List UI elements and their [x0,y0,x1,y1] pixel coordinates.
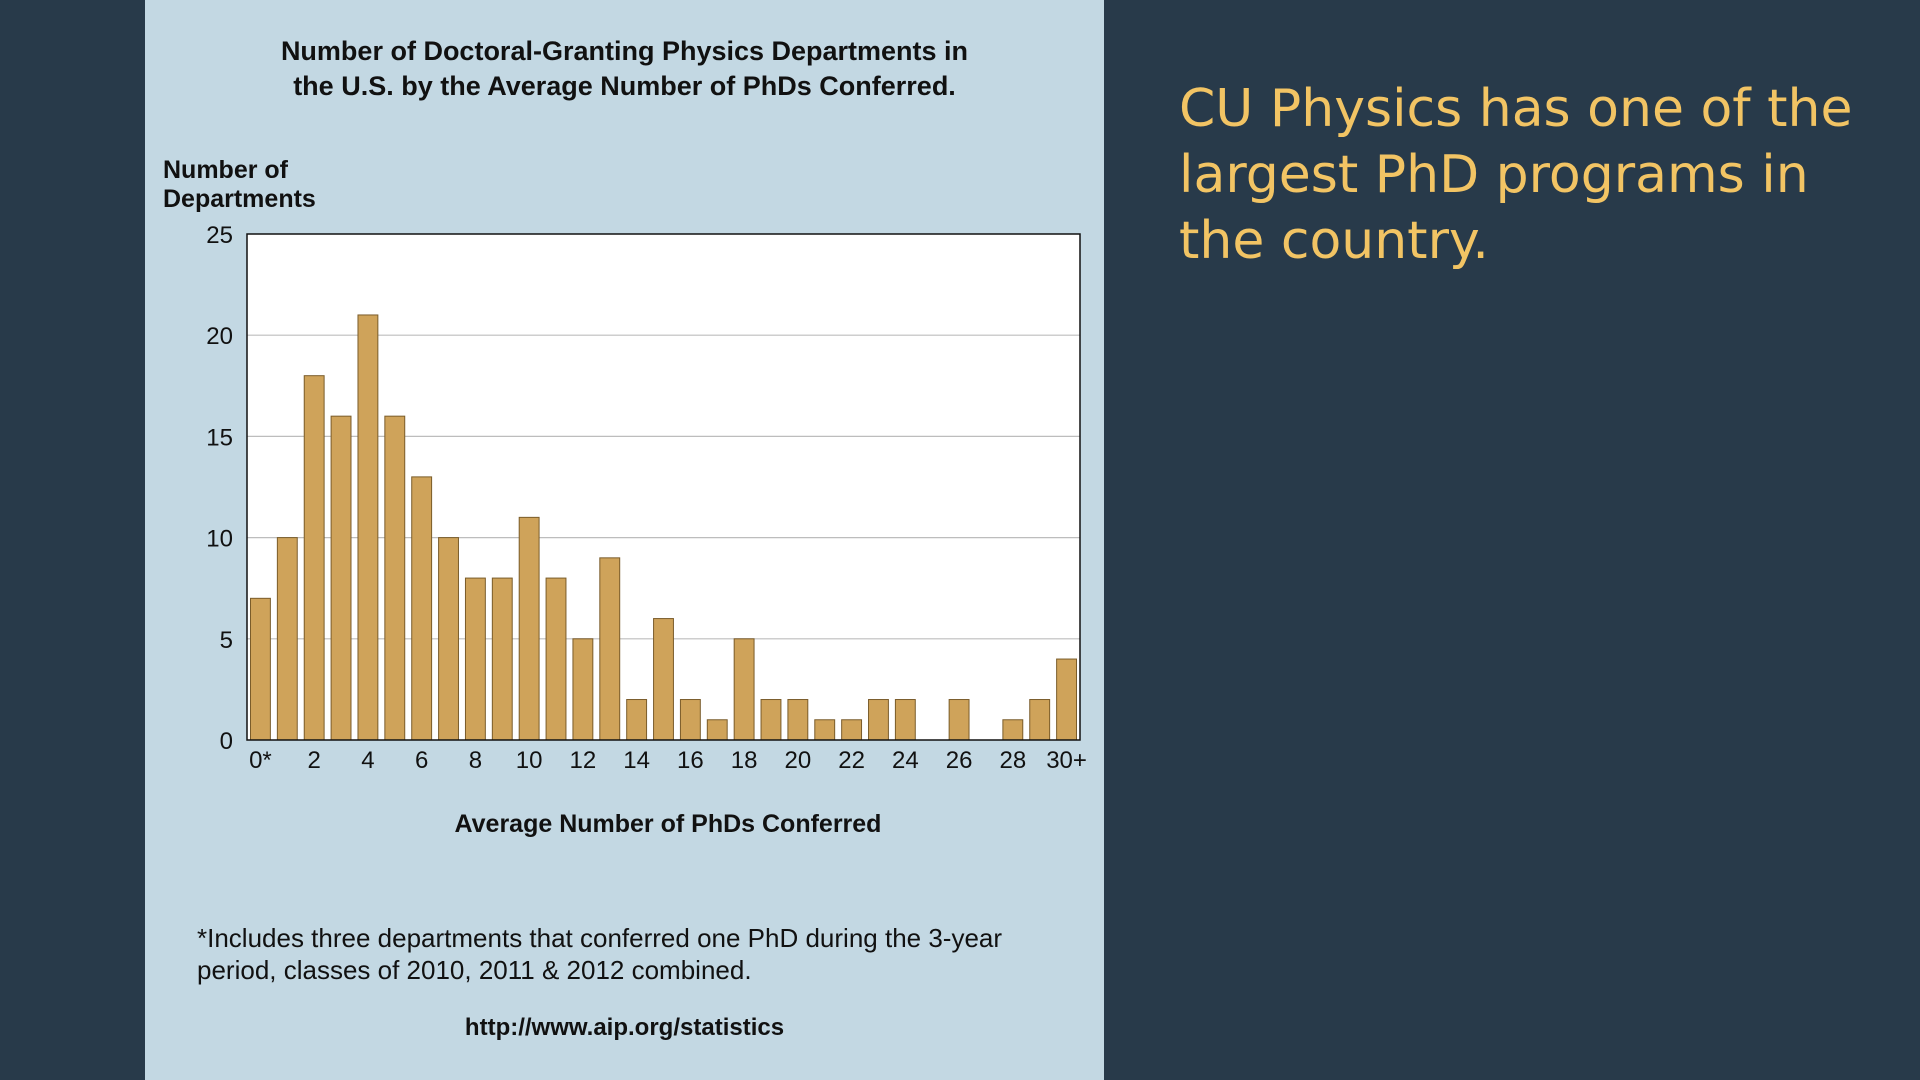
x-tick-label: 22 [838,747,865,774]
chart-panel: Number of Doctoral-Granting Physics Depa… [145,0,1104,1080]
y-tick-label: 0 [220,728,233,755]
x-tick-label: 6 [415,747,428,774]
bar [411,476,433,741]
bar [653,618,674,741]
y-tick-label: 15 [206,424,233,451]
chart-title-line-1: Number of Doctoral-Granting Physics Depa… [280,36,969,66]
x-tick-label: 2 [307,747,320,774]
bar [841,719,863,741]
chart-footnote: *Includes three departments that conferr… [197,923,1003,985]
bar [330,415,352,741]
x-tick-label: 16 [677,747,704,774]
bar [572,638,594,741]
x-tick-label: 18 [731,747,758,774]
x-tick-label: 8 [469,747,482,774]
bar [733,638,755,741]
bar [1002,719,1024,741]
bar [868,699,889,741]
source-link[interactable]: http://www.aip.org/statistics [464,1014,785,1041]
x-tick-label: 12 [570,747,597,774]
chart-title: Number of Doctoral-Granting Physics Depa… [145,34,1104,104]
x-tick-label: 14 [623,747,650,774]
y-tick-label: 25 [206,222,233,249]
bar [760,699,782,741]
y-axis-ticks: 0 5 10 15 20 25 [206,222,233,755]
bar [518,516,540,741]
x-tick-label: 30+ [1046,747,1087,774]
chart-title-line-2: the U.S. by the Average Number of PhDs C… [293,71,956,101]
y-tick-label: 10 [206,526,233,553]
bar [303,375,325,741]
x-tick-label: 0* [249,747,272,774]
bar [491,577,513,741]
bar [384,415,406,741]
bar [357,314,379,741]
bar [894,699,916,741]
bar [787,699,809,741]
bar [679,699,701,741]
y-axis-label-line-1: Number of [163,156,289,184]
bar [706,719,728,741]
x-tick-label: 20 [785,747,812,774]
bar [626,699,648,741]
x-axis-label: Average Number of PhDs Conferred [455,810,882,838]
bar [464,577,486,741]
bar [814,719,836,741]
bar-series [249,314,1078,741]
bar [1056,658,1078,741]
bar [276,537,298,741]
y-tick-label: 20 [206,323,233,350]
x-tick-label: 26 [946,747,973,774]
slide-headline: CU Physics has one of the largest PhD pr… [1179,79,1853,271]
bar [948,699,970,741]
y-axis-label-line-2: Departments [163,185,316,213]
x-tick-label: 24 [892,747,919,774]
bar [1029,699,1051,741]
y-tick-label: 5 [220,627,233,654]
x-tick-label: 28 [999,747,1026,774]
x-tick-label: 4 [361,747,374,774]
bar [249,597,271,741]
bar [545,577,567,741]
bar [438,537,459,741]
x-tick-label: 10 [516,747,543,774]
bar [599,557,621,741]
plot-frame [246,233,1081,741]
x-axis-ticks: 0* 2 4 6 8 10 12 14 16 18 20 22 24 26 28 30+ [249,747,1087,774]
